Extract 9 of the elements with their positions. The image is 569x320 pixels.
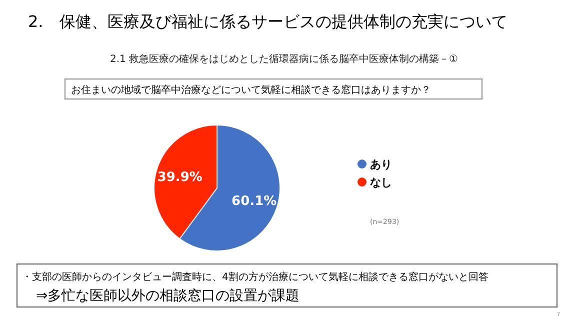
legend-label: あり (370, 158, 392, 171)
text: お住まいの地域で脳卒中治療などについて気軽に相談できる窓口はありますか？ (71, 84, 431, 96)
chart-title: 2. 保健、医療及び福祉に係るサービスの提供体制の充実について (28, 12, 508, 31)
text: ⇒多忙な医師以外の相談窓口の設置が課題 (36, 288, 300, 304)
data-label: 60.1% (232, 194, 277, 210)
legend-label: なし (370, 176, 392, 189)
text: ・支部の医師からのインタビュー調査時に、4割の方が治療について気軽に相談できる窓口がないと回答 (22, 271, 488, 283)
data-label: 39.9% (157, 170, 202, 185)
chart-subtitle: 2.1 救急医療の確保をはじめとした循環器病に係る脳卒中医療体制の構築－① (110, 53, 458, 65)
